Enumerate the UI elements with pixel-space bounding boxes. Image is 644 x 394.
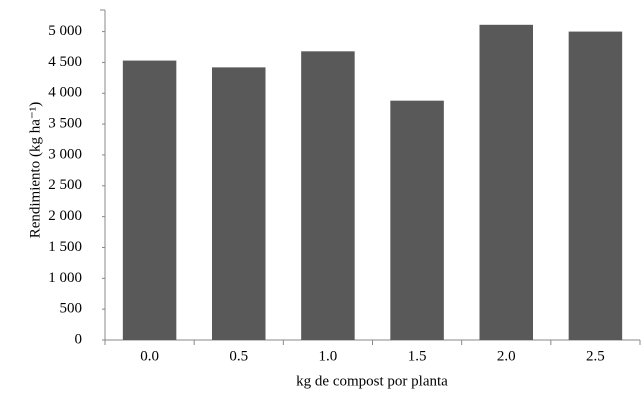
y-axis-title: Rendimiento (kg ha⁻¹) <box>27 102 43 239</box>
y-tick-label: 3 500 <box>48 116 82 132</box>
y-tick-label: 4 500 <box>48 54 82 70</box>
x-tick-label: 0.5 <box>229 348 248 364</box>
bar <box>122 60 177 341</box>
x-tick-label: 2.5 <box>586 348 605 364</box>
x-axis-title: kg de compost por planta <box>296 373 448 389</box>
x-tick-label: 0.0 <box>140 348 159 364</box>
y-tick-label: 1 000 <box>48 270 82 286</box>
y-tick-label: 2 500 <box>48 177 82 193</box>
bar <box>479 24 533 340</box>
y-tick-label: 500 <box>60 301 83 317</box>
x-tick-label: 1.0 <box>319 348 338 364</box>
y-tick-label: 4 000 <box>48 85 82 101</box>
bar <box>390 100 444 340</box>
y-tick-label: 1 500 <box>48 239 82 255</box>
y-tick-label: 2 000 <box>48 208 82 224</box>
x-tick-label: 2.0 <box>497 348 516 364</box>
bar <box>212 67 266 340</box>
y-tick-label: 5 000 <box>48 23 82 39</box>
bar <box>568 31 623 341</box>
bar <box>301 51 355 341</box>
y-tick-label: 3 000 <box>48 146 82 162</box>
x-tick-label: 1.5 <box>408 348 427 364</box>
y-tick-label: 0 <box>75 331 83 347</box>
